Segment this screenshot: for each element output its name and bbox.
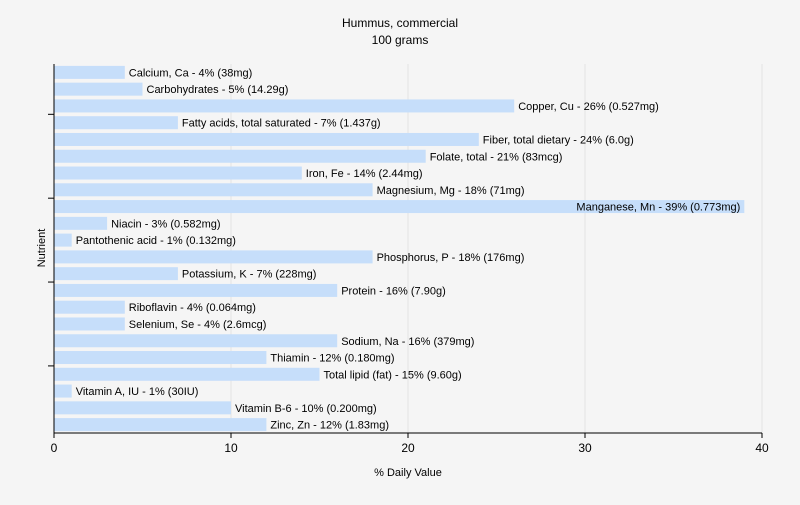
bar bbox=[54, 334, 338, 348]
bar-data-label: Potassium, K - 7% (228mg) bbox=[182, 269, 317, 281]
bar bbox=[54, 116, 178, 130]
bar bbox=[54, 65, 125, 79]
bar-data-label: Fatty acids, total saturated - 7% (1.437… bbox=[182, 118, 381, 130]
bar-data-label: Folate, total - 21% (83mcg) bbox=[430, 151, 563, 163]
y-axis-label: Nutrient bbox=[36, 229, 48, 268]
bar bbox=[54, 183, 373, 197]
bar bbox=[54, 233, 72, 247]
bar-data-label: Vitamin B-6 - 10% (0.200mg) bbox=[235, 403, 377, 415]
bar bbox=[54, 418, 267, 432]
bar-data-label: Thiamin - 12% (0.180mg) bbox=[270, 353, 394, 365]
bar-data-label: Carbohydrates - 5% (14.29g) bbox=[147, 84, 289, 96]
bar bbox=[54, 317, 125, 331]
bar bbox=[54, 401, 231, 415]
chart-title: Hummus, commercial bbox=[342, 16, 458, 30]
bar-data-label: Vitamin A, IU - 1% (30IU) bbox=[76, 386, 199, 398]
bar bbox=[54, 351, 267, 365]
bar bbox=[54, 267, 178, 281]
x-tick-label: 40 bbox=[755, 441, 769, 455]
x-axis-label: % Daily Value bbox=[374, 467, 442, 479]
bar-data-label: Riboflavin - 4% (0.064mg) bbox=[129, 302, 256, 314]
bar bbox=[54, 99, 515, 113]
bar-data-label: Zinc, Zn - 12% (1.83mg) bbox=[270, 420, 389, 432]
bar-data-label: Total lipid (fat) - 15% (9.60g) bbox=[324, 369, 462, 381]
bar-data-label: Selenium, Se - 4% (2.6mcg) bbox=[129, 319, 267, 331]
bar bbox=[54, 300, 125, 314]
bar bbox=[54, 384, 72, 398]
bar-data-label: Phosphorus, P - 18% (176mg) bbox=[377, 252, 525, 264]
axes: 0 10 20 30 40 bbox=[48, 64, 769, 455]
bar bbox=[54, 216, 108, 230]
bar bbox=[54, 166, 302, 180]
bar-data-label: Fiber, total dietary - 24% (6.0g) bbox=[483, 134, 634, 146]
x-tick-label: 20 bbox=[401, 441, 415, 455]
bar-data-label: Sodium, Na - 16% (379mg) bbox=[341, 336, 474, 348]
bar-data-label: Protein - 16% (7.90g) bbox=[341, 285, 446, 297]
bar bbox=[54, 283, 338, 297]
bar-data-label: Magnesium, Mg - 18% (71mg) bbox=[377, 185, 525, 197]
bar bbox=[54, 82, 143, 96]
x-tick-label: 0 bbox=[51, 441, 58, 455]
x-tick-label: 10 bbox=[224, 441, 238, 455]
bar bbox=[54, 149, 426, 163]
bar bbox=[54, 132, 479, 146]
x-tick-label: 30 bbox=[578, 441, 592, 455]
bar-data-label: Copper, Cu - 26% (0.527mg) bbox=[518, 101, 659, 113]
chart-subtitle: 100 grams bbox=[372, 33, 429, 47]
bar-data-label: Calcium, Ca - 4% (38mg) bbox=[129, 67, 252, 79]
bar bbox=[54, 200, 745, 214]
bar-data-label: Iron, Fe - 14% (2.44mg) bbox=[306, 168, 423, 180]
bars: Calcium, Ca - 4% (38mg) Carbohydrates - 5… bbox=[54, 65, 745, 432]
bar-data-label: Pantothenic acid - 1% (0.132mg) bbox=[76, 235, 236, 247]
bar bbox=[54, 367, 320, 381]
bar bbox=[54, 250, 373, 264]
bar-data-label: Niacin - 3% (0.582mg) bbox=[111, 218, 220, 230]
bar-data-label: Manganese, Mn - 39% (0.773mg) bbox=[576, 202, 740, 214]
